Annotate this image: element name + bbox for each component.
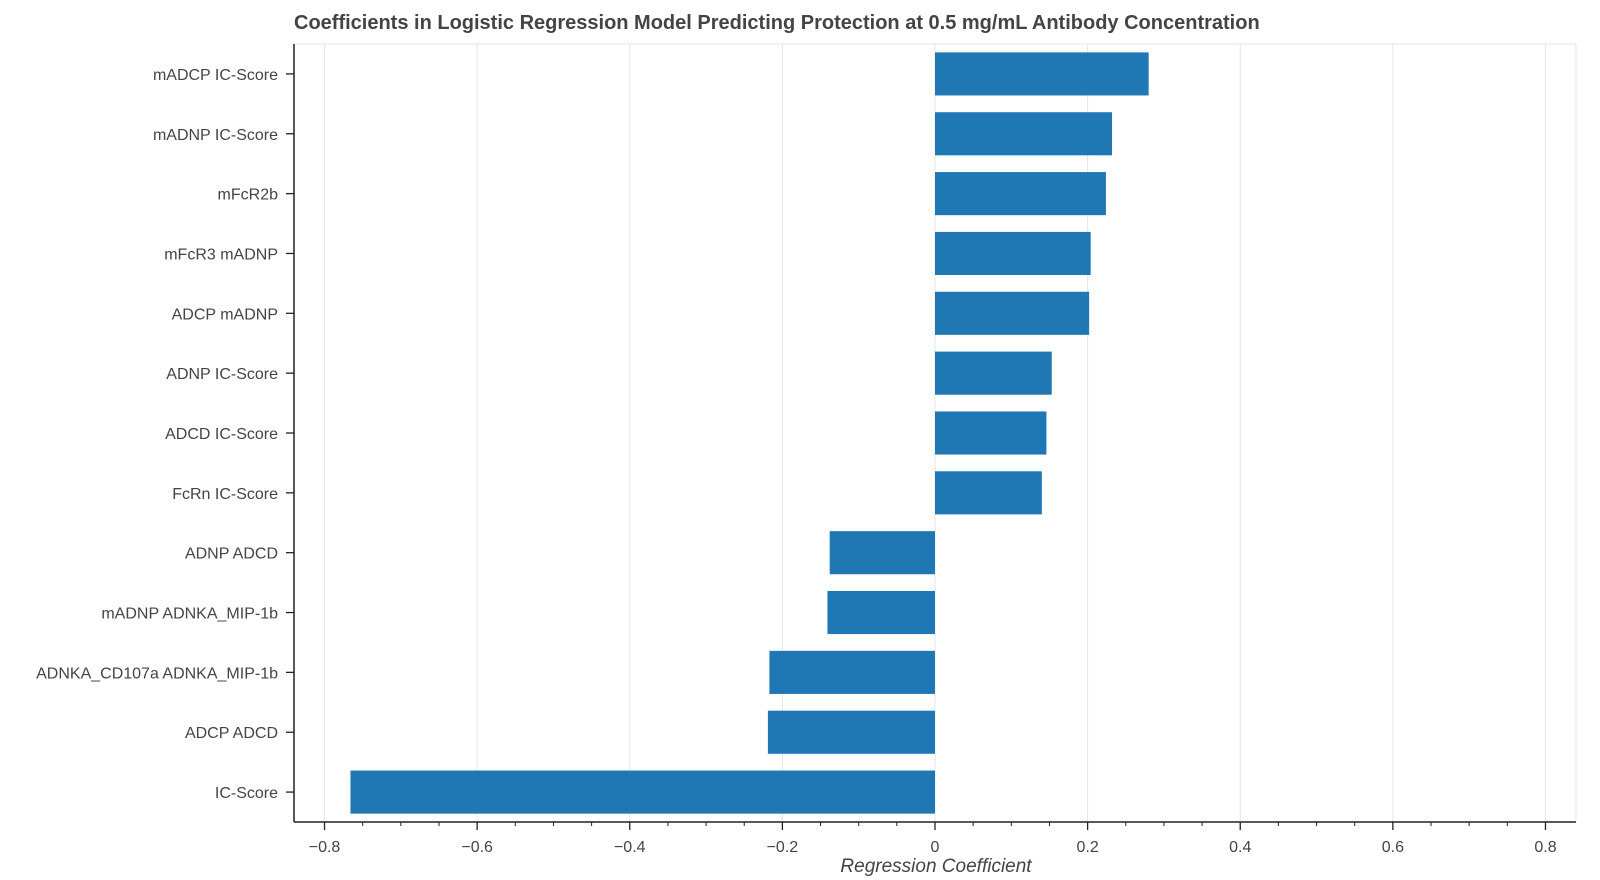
x-tick-label: −0.8 bbox=[309, 839, 341, 856]
x-axis-label: Regression Coefficient bbox=[840, 856, 1032, 877]
bar bbox=[767, 710, 935, 754]
y-tick-label: mADCP IC-Score bbox=[153, 67, 278, 84]
y-tick-label: mFcR2b bbox=[218, 187, 279, 204]
y-tick-label: ADNP ADCD bbox=[185, 546, 278, 563]
bars bbox=[350, 52, 1149, 814]
bar bbox=[935, 52, 1149, 96]
x-tick-label: 0.2 bbox=[1076, 839, 1098, 856]
bar bbox=[935, 291, 1090, 335]
bar bbox=[935, 231, 1091, 276]
y-tick-label: ADCP mADNP bbox=[172, 306, 278, 323]
y-tick-label: IC-Score bbox=[215, 785, 278, 802]
y-tick-label: FcRn IC-Score bbox=[172, 486, 278, 503]
y-tick-label: ADNKA_CD107a ADNKA_MIP-1b bbox=[36, 665, 278, 682]
bar bbox=[935, 172, 1106, 216]
bar bbox=[935, 411, 1047, 455]
bar bbox=[829, 531, 935, 575]
x-axis-ticks: −0.8 −0.6 −0.4 −0.2 0 0.2 0.4 0.6 0.8 bbox=[309, 822, 1557, 856]
x-tick-label: 0.8 bbox=[1534, 839, 1556, 856]
y-tick-label: mADNP IC-Score bbox=[153, 127, 278, 144]
y-tick-label: ADCP ADCD bbox=[185, 725, 278, 742]
bar bbox=[935, 471, 1042, 515]
y-tick-label: ADNP IC-Score bbox=[166, 366, 278, 383]
x-tick-label: −0.4 bbox=[614, 839, 646, 856]
bar bbox=[769, 650, 935, 694]
bar bbox=[935, 351, 1052, 395]
chart-title: Coefficients in Logistic Regression Mode… bbox=[294, 12, 1260, 34]
y-tick-label: ADCD IC-Score bbox=[165, 426, 278, 443]
bar bbox=[935, 112, 1113, 156]
x-tick-label: 0.6 bbox=[1382, 839, 1404, 856]
bar bbox=[827, 590, 935, 635]
bar bbox=[350, 770, 935, 814]
y-axis-ticks: mADCP IC-Score mADNP IC-Score mFcR2b mFcR3 … bbox=[36, 67, 294, 802]
y-tick-label: mFcR3 mADNP bbox=[164, 246, 278, 263]
x-tick-label: 0 bbox=[931, 839, 940, 856]
x-tick-label: 0.4 bbox=[1229, 839, 1251, 856]
y-tick-label: mADNP ADNKA_MIP-1b bbox=[101, 606, 278, 623]
x-tick-label: −0.6 bbox=[461, 839, 493, 856]
x-tick-label: −0.2 bbox=[767, 839, 799, 856]
